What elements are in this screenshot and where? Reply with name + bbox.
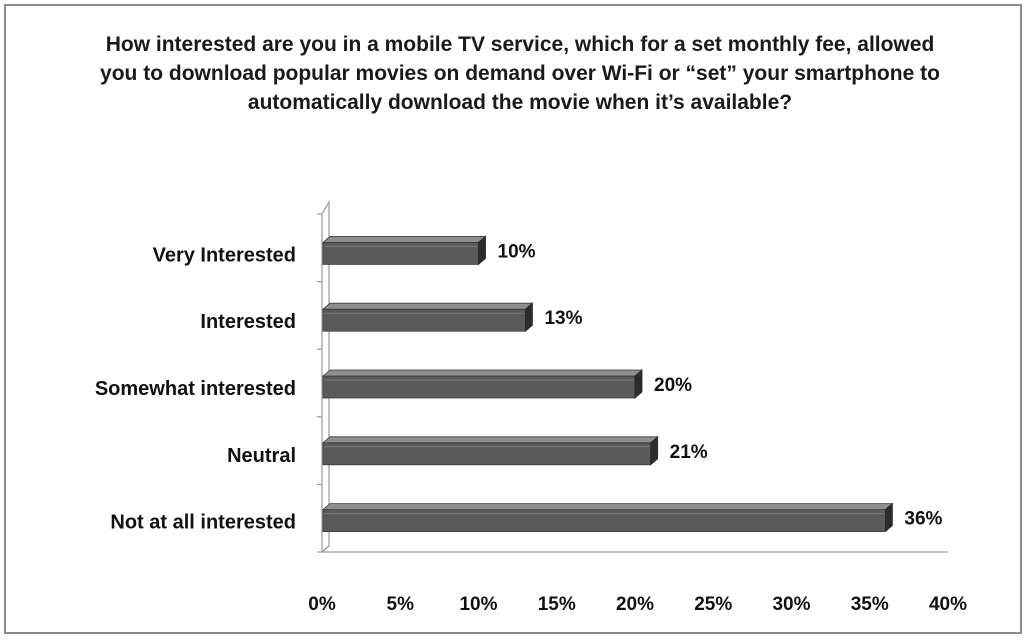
data-label: 20%	[654, 375, 692, 396]
chart-title: How interested are you in a mobile TV se…	[100, 33, 940, 114]
bar-side-face	[525, 302, 533, 333]
category-label: Not at all interested	[110, 512, 296, 534]
x-tick-label: 15%	[538, 594, 576, 615]
bar	[322, 375, 636, 399]
data-label: 10%	[498, 241, 536, 262]
x-tick-label: 20%	[616, 594, 654, 615]
category-label: Neutral	[227, 445, 296, 467]
bar	[322, 509, 886, 533]
category-label: Very Interested	[153, 244, 296, 266]
bar-top-face	[321, 235, 487, 243]
bar	[322, 241, 479, 265]
x-tick-label: 10%	[459, 594, 497, 615]
bar-top-face	[321, 302, 534, 310]
x-tick-label: 30%	[772, 594, 810, 615]
bar-top-face	[321, 436, 659, 444]
bar	[322, 442, 652, 466]
x-tick-label: 5%	[387, 594, 415, 615]
x-tick-label: 35%	[851, 594, 889, 615]
bar	[322, 308, 526, 332]
x-tick-label: 40%	[929, 594, 967, 615]
category-label: Somewhat interested	[95, 378, 296, 400]
bar-top-face	[321, 503, 894, 511]
bar-side-face	[650, 435, 659, 466]
floor-edge	[321, 545, 330, 553]
bar-top-face	[321, 369, 644, 377]
x-tick-label: 25%	[694, 594, 732, 615]
data-label: 36%	[904, 509, 942, 530]
bar-side-face	[885, 502, 893, 533]
data-label: 13%	[544, 308, 582, 329]
category-label: Interested	[200, 311, 296, 333]
bar-side-face	[478, 235, 486, 266]
x-tick-label: 0%	[308, 594, 336, 615]
bar-side-face	[634, 369, 643, 399]
data-label: 21%	[670, 442, 708, 463]
